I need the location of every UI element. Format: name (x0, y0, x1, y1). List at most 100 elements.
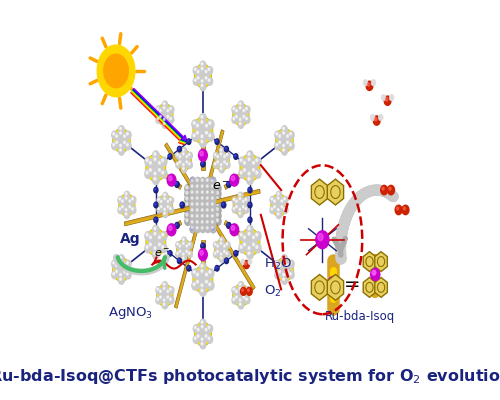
Circle shape (226, 252, 228, 254)
Circle shape (200, 330, 206, 338)
Circle shape (196, 197, 198, 200)
Circle shape (194, 68, 196, 70)
Circle shape (190, 185, 196, 192)
Circle shape (186, 186, 188, 189)
Circle shape (176, 162, 180, 168)
Circle shape (120, 127, 122, 130)
Circle shape (239, 208, 240, 210)
Circle shape (238, 117, 244, 124)
Circle shape (182, 241, 186, 248)
Circle shape (206, 191, 208, 193)
Circle shape (200, 324, 206, 332)
Circle shape (181, 203, 182, 205)
Circle shape (204, 272, 210, 280)
Circle shape (205, 212, 211, 220)
Circle shape (190, 195, 196, 203)
Circle shape (242, 114, 248, 121)
Circle shape (154, 188, 156, 190)
Circle shape (119, 198, 120, 200)
Circle shape (254, 157, 261, 166)
Circle shape (216, 244, 221, 250)
Circle shape (214, 251, 218, 258)
Circle shape (195, 195, 200, 203)
Circle shape (278, 262, 283, 270)
Circle shape (205, 196, 211, 204)
Circle shape (200, 177, 205, 185)
Circle shape (239, 194, 240, 196)
Circle shape (191, 197, 193, 200)
Circle shape (283, 149, 284, 151)
Circle shape (116, 264, 117, 266)
Text: Ru-bda-Isoq@CTFs photocatalytic system for O$_2$ evolution: Ru-bda-Isoq@CTFs photocatalytic system f… (0, 367, 500, 386)
Circle shape (217, 250, 218, 252)
Circle shape (186, 202, 188, 205)
Circle shape (201, 63, 203, 65)
Circle shape (126, 260, 131, 268)
Circle shape (201, 202, 203, 205)
Circle shape (246, 238, 253, 247)
Polygon shape (224, 171, 244, 187)
Circle shape (195, 217, 201, 225)
Circle shape (275, 260, 280, 268)
Circle shape (201, 140, 203, 143)
Polygon shape (375, 278, 388, 297)
Circle shape (160, 244, 167, 253)
Circle shape (200, 341, 206, 349)
Circle shape (212, 191, 213, 193)
Circle shape (206, 280, 208, 283)
Circle shape (244, 116, 250, 123)
Circle shape (129, 206, 130, 208)
Circle shape (195, 212, 201, 220)
Polygon shape (214, 148, 230, 172)
Circle shape (128, 198, 133, 206)
Circle shape (246, 287, 252, 295)
Circle shape (244, 106, 250, 113)
Circle shape (214, 243, 216, 245)
Circle shape (205, 206, 211, 214)
Circle shape (150, 236, 152, 239)
Circle shape (200, 225, 205, 232)
Circle shape (158, 208, 160, 210)
Circle shape (195, 185, 201, 192)
Circle shape (120, 278, 122, 280)
Circle shape (208, 120, 214, 129)
Circle shape (252, 236, 254, 239)
Circle shape (201, 161, 205, 167)
Circle shape (211, 186, 214, 189)
Circle shape (386, 98, 388, 101)
Circle shape (200, 282, 206, 291)
Circle shape (284, 208, 286, 210)
Circle shape (215, 139, 219, 144)
Circle shape (163, 192, 168, 199)
Circle shape (162, 246, 164, 248)
Polygon shape (162, 223, 182, 238)
Circle shape (154, 217, 158, 223)
Circle shape (164, 107, 165, 109)
Polygon shape (276, 126, 293, 154)
Circle shape (193, 134, 195, 137)
Circle shape (97, 45, 135, 97)
Circle shape (185, 217, 190, 225)
Circle shape (220, 237, 224, 244)
Polygon shape (176, 130, 224, 308)
Circle shape (191, 218, 193, 222)
Circle shape (200, 250, 203, 255)
Circle shape (157, 167, 164, 176)
Circle shape (201, 213, 203, 216)
Circle shape (185, 185, 190, 192)
Polygon shape (194, 62, 212, 90)
Circle shape (157, 288, 158, 290)
Circle shape (210, 177, 216, 185)
Circle shape (244, 260, 250, 269)
Circle shape (243, 115, 244, 118)
Circle shape (190, 217, 196, 225)
Polygon shape (146, 226, 166, 258)
Circle shape (192, 269, 198, 278)
Polygon shape (124, 189, 260, 226)
Circle shape (201, 338, 203, 340)
Circle shape (158, 169, 160, 171)
Circle shape (244, 297, 250, 304)
Circle shape (175, 182, 179, 188)
Circle shape (162, 121, 168, 128)
Circle shape (240, 303, 241, 305)
